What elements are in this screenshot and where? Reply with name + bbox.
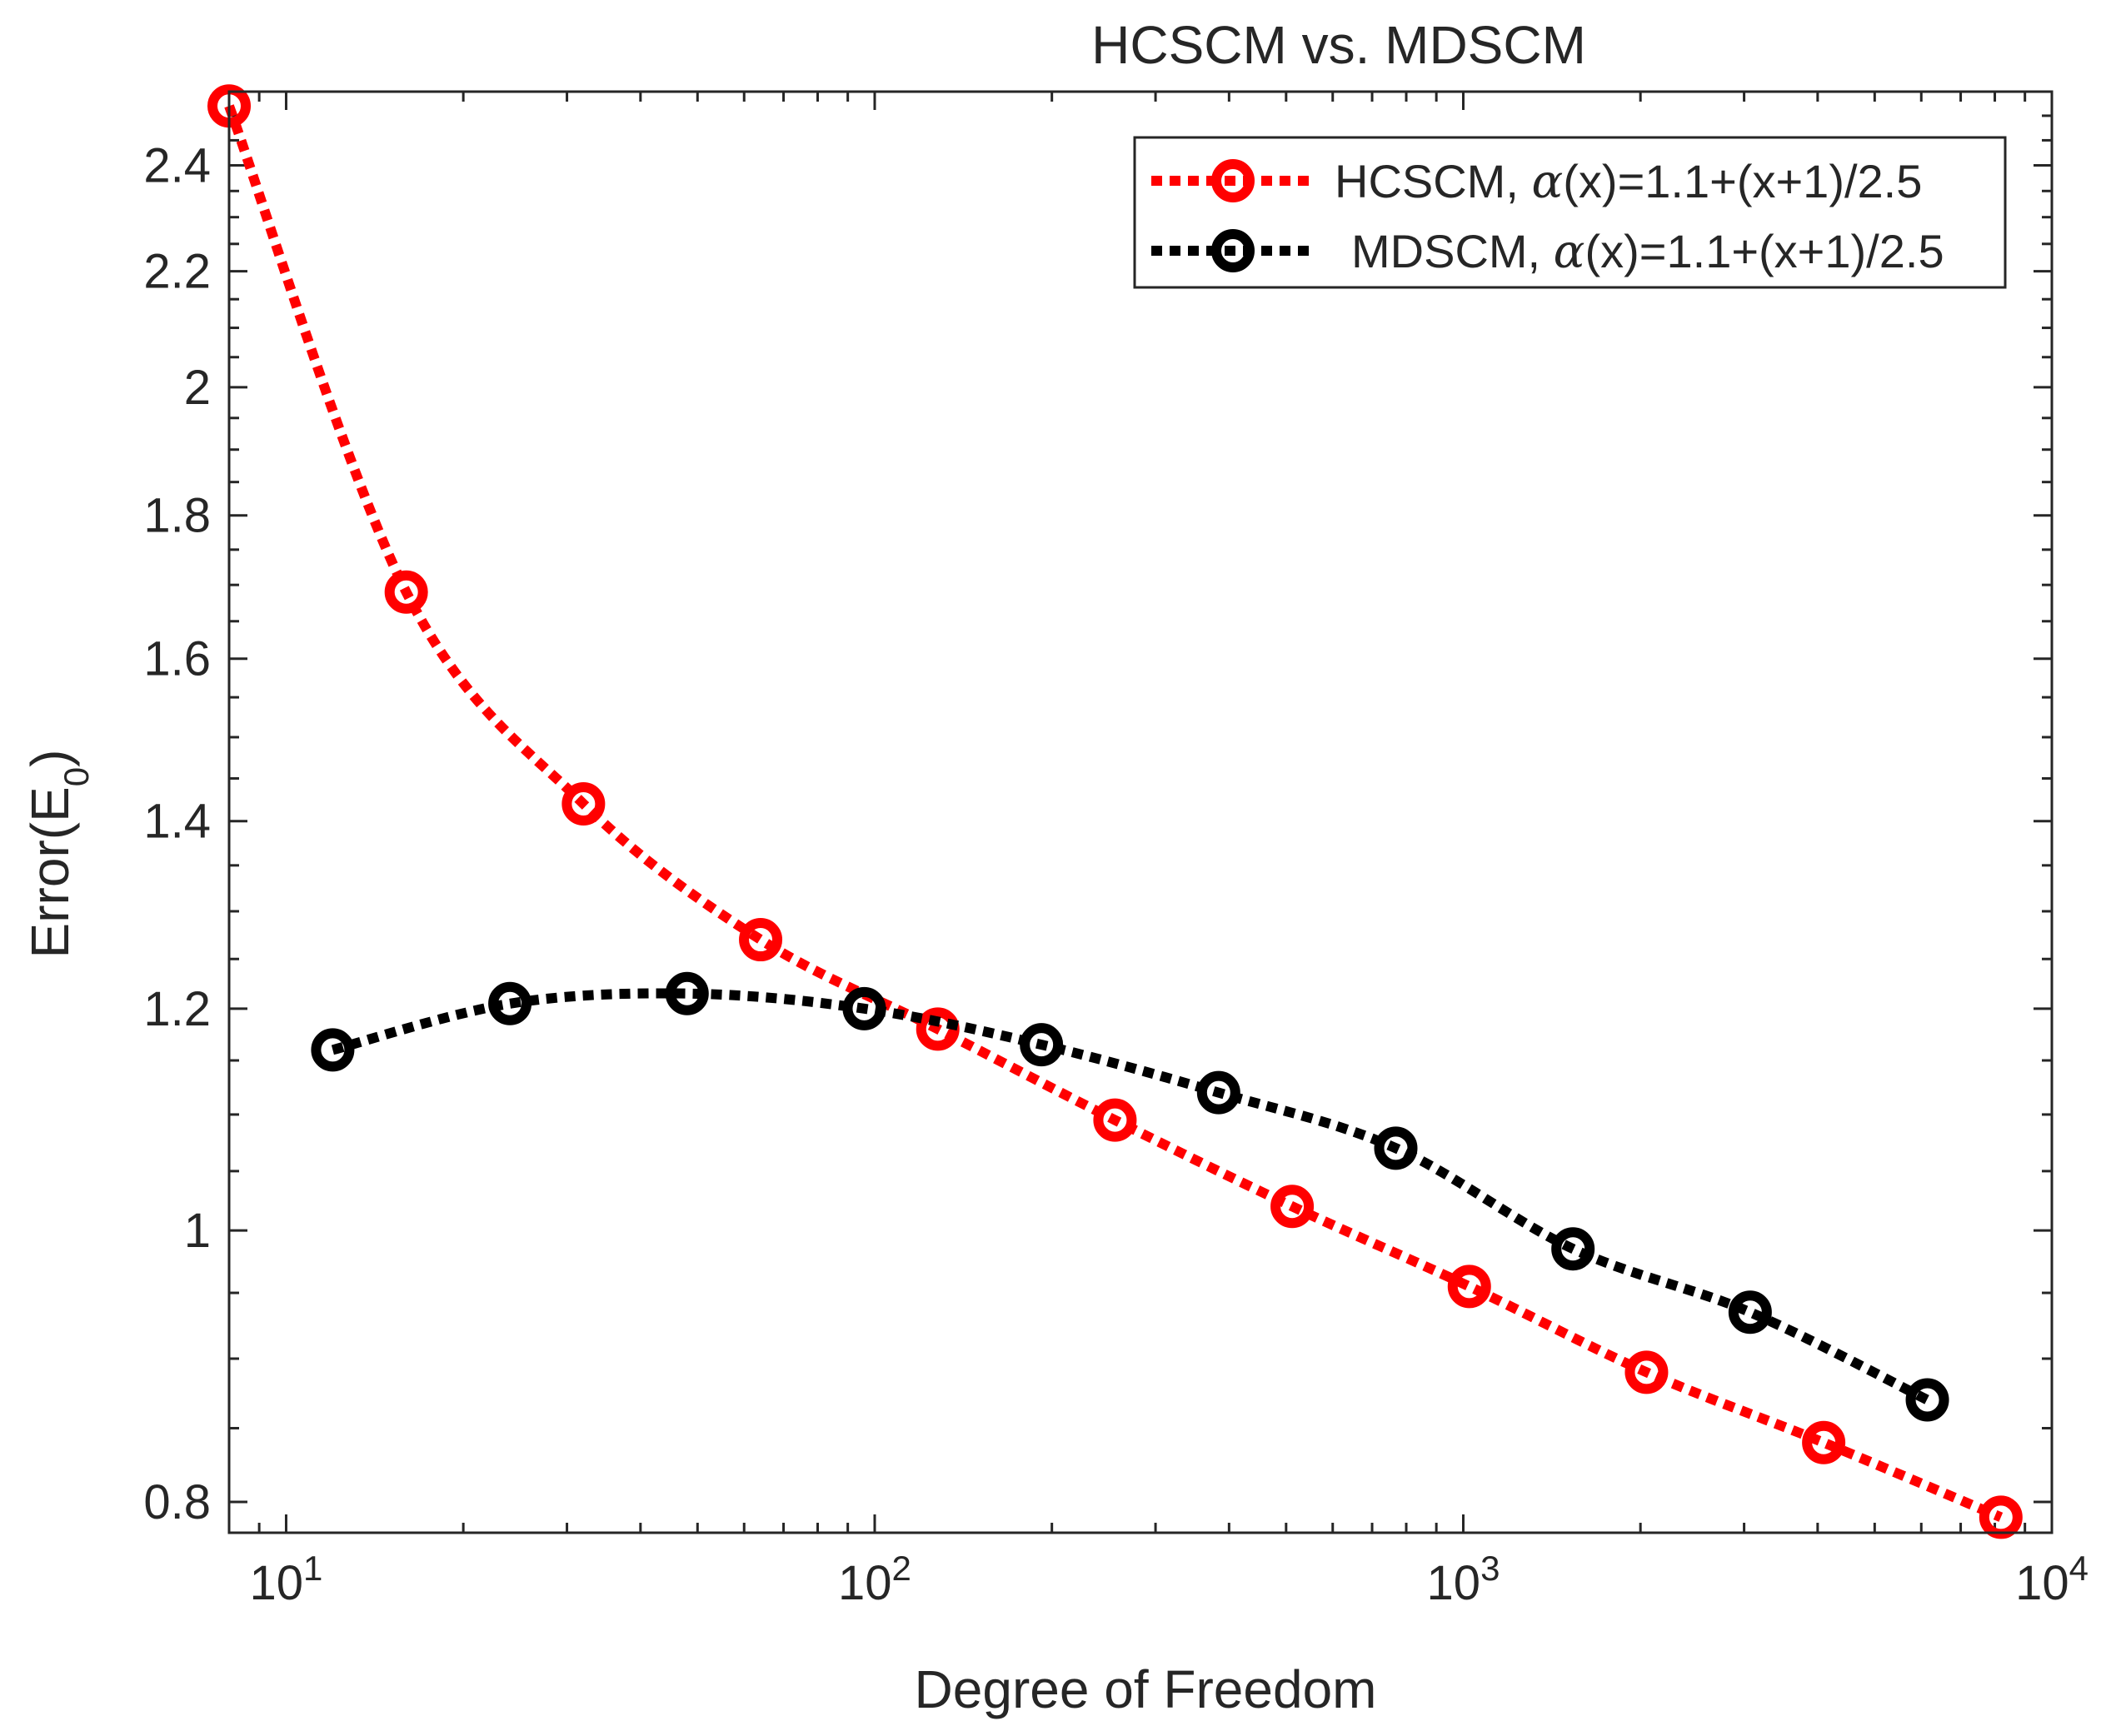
data-point-mdscm [665, 971, 709, 1015]
chart-title: HCSCM vs. MDSCM [1091, 15, 1586, 75]
series-line-mdscm [331, 988, 1930, 1404]
data-point-mdscm [311, 1028, 355, 1072]
y-tick-label: 1.4 [143, 795, 211, 849]
data-point-hcscm [561, 782, 606, 826]
legend-item-hcscm: HCSCM, α(x)=1.1+(x+1)/2.5 [1151, 155, 1922, 209]
y-tick-label: 0.8 [143, 1475, 211, 1529]
y-axis-label-subscript: 0 [57, 767, 96, 786]
y-tick-label: 1.8 [143, 489, 211, 543]
x-tick-label: 103 [1427, 1549, 1500, 1611]
data-point-mdscm [842, 986, 886, 1030]
data-point-mdscm [488, 981, 532, 1025]
data-point-mdscm [1905, 1378, 1949, 1422]
plot-frame [227, 90, 2054, 1534]
data-point-mdscm [1020, 1023, 1064, 1067]
y-tick-label: 1.6 [143, 632, 211, 686]
x-tick-label: 104 [2015, 1549, 2089, 1611]
data-point-hcscm [384, 570, 428, 614]
y-tick-label: 1.2 [143, 982, 211, 1036]
data-point-hcscm [739, 918, 783, 962]
y-tick-label: 2 [184, 361, 211, 415]
y-axis-label-prefix: Error(E [20, 786, 80, 958]
series-line-hcscm [224, 104, 2004, 1522]
data-point-mdscm [1551, 1227, 1595, 1271]
legend-label-mdscm: MDSCM, α(x)=1.1+(x+1)/2.5 [1351, 225, 1944, 279]
x-tick-label: 101 [250, 1549, 323, 1611]
legend-box [1133, 136, 2007, 289]
data-point-mdscm [1196, 1070, 1240, 1115]
series-hcscm [207, 84, 2023, 1539]
x-axis-label: Degree of Freedom [915, 1659, 1377, 1719]
y-tick-label: 1 [184, 1204, 211, 1258]
series-mdscm [311, 971, 1949, 1422]
data-point-hcscm [1624, 1350, 1669, 1394]
data-point-mdscm [1374, 1126, 1418, 1170]
data-point-hcscm [1270, 1185, 1315, 1229]
legend-marker-mdscm [1211, 229, 1255, 272]
legend-label-hcscm: HCSCM, α(x)=1.1+(x+1)/2.5 [1335, 155, 1922, 209]
data-point-hcscm [1802, 1420, 1846, 1464]
data-point-hcscm [1093, 1098, 1137, 1142]
legend-item-mdscm: MDSCM, α(x)=1.1+(x+1)/2.5 [1151, 225, 1944, 279]
y-tick-label: 2.4 [143, 139, 211, 193]
data-point-mdscm [1728, 1290, 1772, 1334]
legend-marker-hcscm [1211, 159, 1255, 202]
data-point-hcscm [1447, 1265, 1491, 1309]
plot-area: 101 102 103 104 0.8 1 1.2 1.4 1.6 1.8 2 2.2 2.4 HCSCM… [143, 84, 2089, 1611]
legend: HCSCM, α(x)=1.1+(x+1)/2.5 MDSCM, α(x)=1.1… [1133, 136, 2007, 289]
y-axis-label: Error(E0) [20, 750, 96, 959]
x-tick-label: 102 [838, 1549, 911, 1611]
y-axis-label-suffix: ) [20, 750, 80, 767]
y-tick-label: 2.2 [143, 245, 211, 299]
